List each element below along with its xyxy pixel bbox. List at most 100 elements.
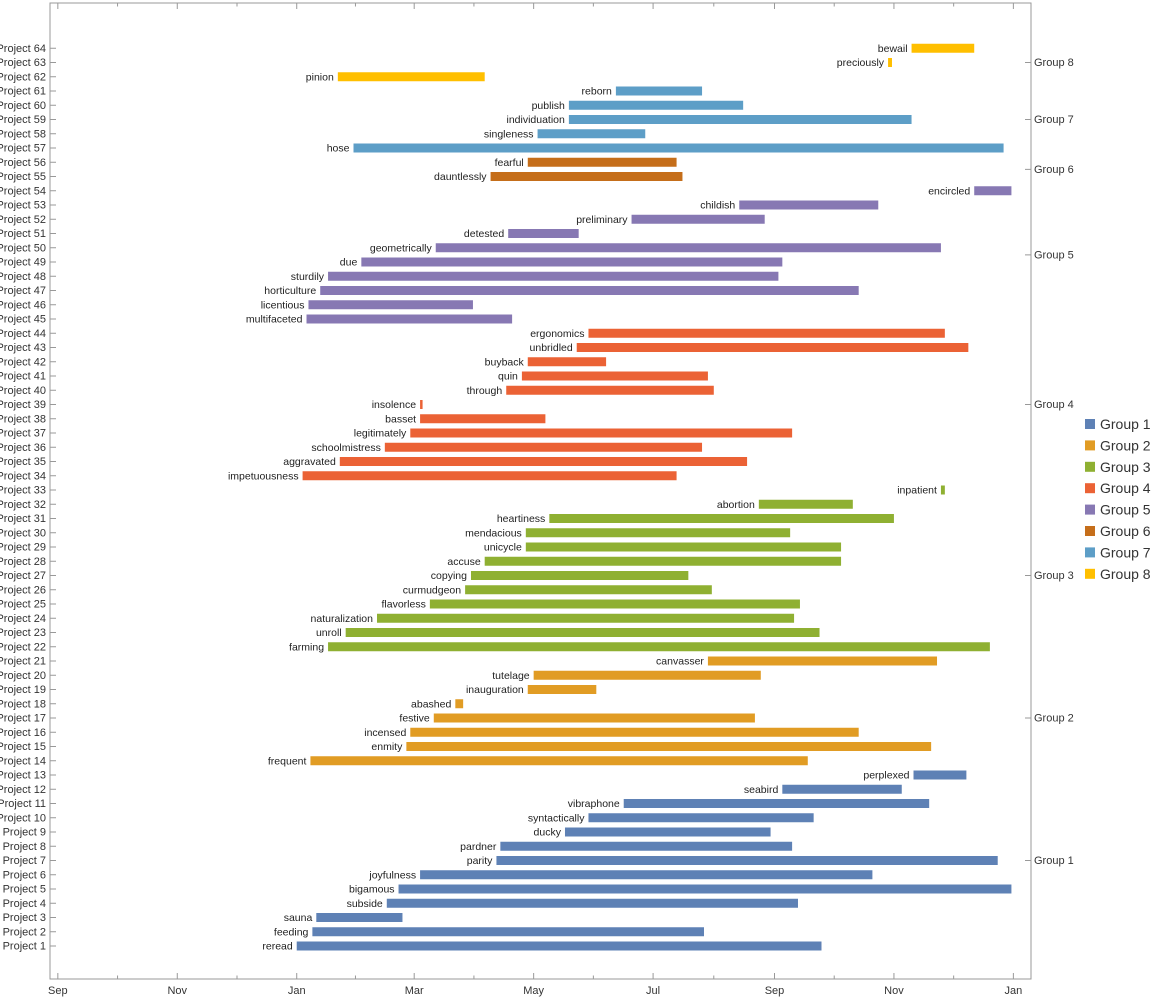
legend-swatch — [1085, 483, 1095, 494]
bar-label: seabird — [744, 784, 779, 796]
bar-label: parity — [467, 855, 493, 867]
bar-ducky — [564, 827, 771, 837]
y-tick-label: Project 53 — [0, 200, 46, 212]
legend-label: Group 3 — [1100, 459, 1151, 475]
x-tick-label: Mar — [405, 985, 424, 997]
y-tick-label: Project 18 — [0, 698, 46, 710]
bar-label: ergonomics — [530, 328, 584, 340]
y-tick-label: Project 58 — [0, 128, 46, 140]
y-tick-label: Project 1 — [3, 941, 46, 953]
bar-label: fearful — [495, 157, 524, 169]
bar-farming — [328, 642, 990, 652]
y-tick-label: Project 37 — [0, 428, 46, 440]
y-tick-label: Project 57 — [0, 143, 46, 155]
legend-label: Group 7 — [1100, 544, 1151, 560]
y-tick-label: Project 15 — [0, 741, 46, 753]
bar-tutelage — [533, 670, 761, 680]
bar-accuse — [484, 556, 842, 566]
bar-insolence — [420, 400, 423, 409]
x-tick-label: Sep — [48, 985, 68, 997]
x-tick-label: Jul — [646, 985, 660, 997]
right-tick-label: Group 6 — [1034, 164, 1074, 176]
y-tick-label: Project 39 — [0, 399, 46, 411]
bar-bigamous — [398, 884, 1012, 894]
bar-label: sauna — [284, 912, 313, 924]
bar-ergonomics — [588, 328, 945, 338]
right-tick-label: Group 4 — [1034, 399, 1074, 411]
bar-label: pinion — [306, 71, 334, 83]
legend-swatch — [1085, 547, 1095, 558]
bar-label: flavorless — [382, 599, 426, 611]
y-tick-label: Project 19 — [0, 684, 46, 696]
bar-festive — [433, 713, 755, 723]
bar-heartiness — [549, 514, 894, 523]
bar-through — [506, 385, 714, 395]
bar-multifaceted — [306, 314, 513, 324]
y-tick-label: Project 47 — [0, 285, 46, 297]
y-tick-label: Project 12 — [0, 784, 46, 796]
y-tick-label: Project 4 — [3, 898, 46, 910]
bar-label: abashed — [411, 698, 451, 710]
y-tick-label: Project 63 — [0, 57, 46, 69]
bar-parity — [496, 856, 998, 865]
right-tick-label: Group 5 — [1034, 249, 1074, 261]
legend-label: Group 1 — [1100, 416, 1151, 432]
bar-preliminary — [631, 214, 765, 224]
y-tick-label: Project 35 — [0, 456, 46, 468]
bar-label: reborn — [582, 86, 613, 98]
y-tick-label: Project 22 — [0, 641, 46, 653]
y-tick-label: Project 7 — [3, 855, 46, 867]
x-tick-label: Nov — [167, 985, 187, 997]
bar-dauntlessly — [490, 172, 683, 181]
bar-enmity — [406, 742, 932, 751]
bar-label: pardner — [460, 841, 497, 853]
bar-feeding — [312, 927, 704, 937]
y-tick-label: Project 45 — [0, 314, 46, 326]
bar-label: mendacious — [465, 527, 522, 539]
y-tick-label: Project 2 — [3, 926, 46, 938]
bar-label: due — [340, 257, 358, 269]
y-tick-label: Project 21 — [0, 656, 46, 668]
y-tick-label: Project 60 — [0, 100, 46, 112]
x-axis: Sep Nov Jan Mar May Jul Sep Nov Jan — [48, 3, 1022, 997]
y-tick-label: Project 8 — [3, 841, 46, 853]
bar-label: individuation — [506, 114, 565, 126]
y-axis-right: Group 1 Group 2 Group 3 Group 4 Group 5 Group… — [1025, 57, 1074, 867]
legend-swatch — [1085, 504, 1095, 515]
bar-legitimately — [410, 428, 793, 438]
bar-label: festive — [399, 713, 430, 725]
y-tick-label: Project 34 — [0, 470, 46, 482]
bar-label: aggravated — [283, 456, 336, 468]
bar-singleness — [537, 129, 646, 139]
y-tick-label: Project 28 — [0, 556, 46, 568]
y-tick-label: Project 36 — [0, 442, 46, 454]
bar-flavorless — [429, 599, 800, 609]
bar-reborn — [615, 86, 703, 96]
bar-label: inpatient — [897, 485, 937, 497]
bar-canvasser — [707, 656, 938, 666]
y-tick-label: Project 40 — [0, 385, 46, 397]
legend-label: Group 8 — [1100, 566, 1151, 582]
bar-childish — [739, 200, 879, 210]
bar-licentious — [308, 300, 473, 310]
bar-label: syntactically — [528, 812, 585, 824]
bar-label: canvasser — [656, 656, 704, 668]
y-tick-label: Project 46 — [0, 299, 46, 311]
bar-inpatient — [940, 485, 945, 495]
bar-basset — [420, 414, 546, 424]
bar-label: impetuousness — [228, 470, 299, 482]
bar-label: childish — [700, 200, 735, 212]
y-tick-label: Project 26 — [0, 584, 46, 596]
bar-label: singleness — [484, 128, 534, 140]
bar-bewail — [911, 43, 975, 53]
y-tick-label: Project 56 — [0, 157, 46, 169]
bar-label: schoolmistress — [311, 442, 380, 454]
bar-geometrically — [435, 243, 941, 253]
bar-subside — [386, 898, 798, 908]
y-tick-label: Project 55 — [0, 171, 46, 183]
bars: reread feeding sauna subside bigamous joyfuln… — [228, 43, 1012, 953]
y-tick-label: Project 33 — [0, 485, 46, 497]
bar-label: preciously — [837, 57, 885, 69]
y-tick-label: Project 30 — [0, 527, 46, 539]
bar-curmudgeon — [465, 585, 712, 595]
